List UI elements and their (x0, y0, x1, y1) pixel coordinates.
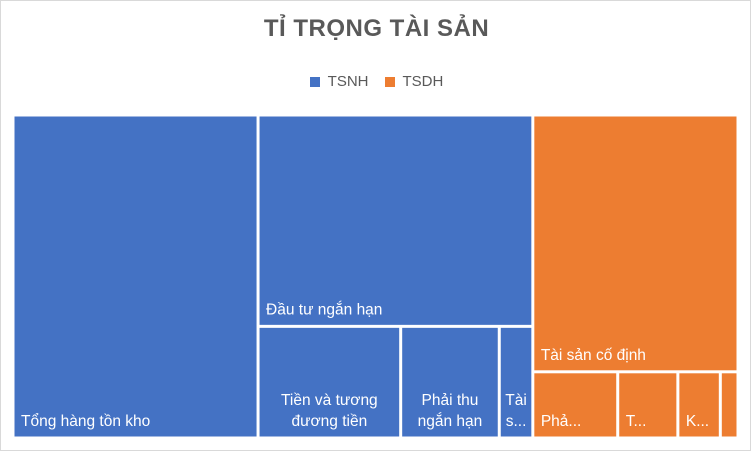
treemap-tile: Tiền và tương đương tiền (259, 327, 400, 437)
treemap-tile-label: Tổng hàng tồn kho (21, 413, 150, 430)
treemap-tile-label: Tài s... (505, 392, 527, 430)
treemap-tile-label: Đầu tư ngắn hạn (266, 301, 382, 318)
treemap-tile: Tổng hàng tồn kho (14, 116, 257, 437)
treemap-tile: Tài sản cố định (534, 116, 737, 371)
treemap-tile-rect (619, 373, 677, 437)
legend-swatch-tsdh (384, 76, 395, 87)
legend: TSNH TSDH (1, 73, 751, 90)
chart-title: TỈ TRỌNG TÀI SẢN (263, 15, 490, 42)
treemap-tile-label: Phả... (541, 413, 582, 430)
treemap-tile-label: Tài sản cố định (541, 347, 646, 364)
treemap-tile-rect (259, 327, 400, 437)
treemap-tile-rect (721, 373, 737, 437)
treemap-tile: T... (619, 373, 677, 437)
treemap-tile-rect (500, 327, 532, 437)
treemap-tile-rect (534, 116, 737, 371)
legend-label-tsnh: TSNH (327, 73, 369, 90)
treemap-tile-rect (534, 373, 617, 437)
treemap-tile: Phả... (534, 373, 617, 437)
treemap-tile-label: Tiền và tương đương tiền (281, 392, 378, 430)
treemap-tile-label: T... (626, 413, 647, 430)
legend-swatch-tsnh (309, 76, 320, 87)
treemap-tile: Tài s... (500, 327, 532, 437)
treemap-tile (721, 373, 737, 437)
treemap-tile-label: K... (686, 413, 709, 430)
treemap-tile-rect (402, 327, 498, 437)
treemap-tile-rect (679, 373, 719, 437)
treemap-tile-label: Phải thu ngắn hạn (418, 392, 483, 430)
treemap-tile-rect (259, 116, 532, 325)
treemap-tile: Phải thu ngắn hạn (402, 327, 498, 437)
legend-item-tsnh: TSNH (309, 73, 369, 90)
legend-item-tsdh: TSDH (384, 73, 444, 90)
legend-label-tsdh: TSDH (402, 73, 444, 90)
treemap-tile: Đầu tư ngắn hạn (259, 116, 532, 325)
treemap-tile-rect (14, 116, 257, 437)
treemap-tile: K... (679, 373, 719, 437)
